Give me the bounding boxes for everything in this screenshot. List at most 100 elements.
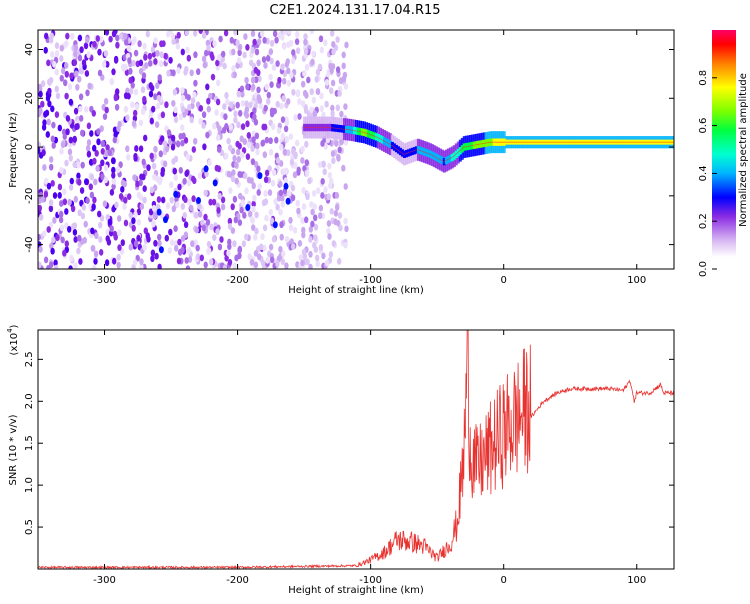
spectrogram-noise-cell xyxy=(103,176,109,184)
spectrogram-noise-cell xyxy=(268,73,273,81)
spectrogram-noise-cell xyxy=(212,234,217,242)
colorbar-tick-label: 0.0 xyxy=(698,261,709,277)
spectrogram-noise-cell xyxy=(308,263,313,269)
spectrogram-noise-cell xyxy=(86,122,92,130)
spectrogram-noise-cell xyxy=(271,235,277,243)
spectrogram-noise-cell xyxy=(54,68,59,76)
spectrogram-noise-cell xyxy=(130,101,135,109)
spectrogram-noise-cell xyxy=(48,205,54,213)
spectrogram-noise-cell xyxy=(145,30,150,38)
spectrogram-noise-cell xyxy=(240,90,245,98)
spectrogram-noise-cell xyxy=(268,48,274,55)
spectrogram-noise-cell xyxy=(158,60,164,68)
spectrogram-noise-cell xyxy=(46,182,52,190)
spectrogram-noise-cell xyxy=(295,199,300,207)
spectrogram-noise-cell xyxy=(111,166,116,174)
spectrogram-noise-cell xyxy=(142,185,147,193)
spectrogram-noise-cell xyxy=(89,191,95,199)
spectrogram-noise-cell xyxy=(282,43,287,50)
spectrogram-noise-cell xyxy=(284,119,290,126)
spectrogram-noise-cell xyxy=(333,210,339,217)
spectrogram-noise-cell xyxy=(305,169,310,177)
spectrogram-noise-cell xyxy=(102,113,108,120)
spectrogram-noise-cell xyxy=(75,83,80,91)
spectrogram-noise-cell xyxy=(303,47,309,55)
spectrogram-noise-cell xyxy=(226,249,231,257)
spectrogram-noise-cell xyxy=(116,166,121,174)
spectrogram-noise-cell xyxy=(233,110,238,118)
spectrogram-noise-cell xyxy=(180,94,186,102)
spectrogram-noise-cell xyxy=(244,112,250,119)
spectrogram-y-tick-label: 40 xyxy=(24,43,35,56)
spectrogram-noise-cell xyxy=(131,217,136,225)
spectrogram-noise-cell xyxy=(114,201,119,209)
spectrogram-noise-cell xyxy=(326,193,331,201)
spectrogram-noise-cell xyxy=(312,110,318,118)
spectrogram-noise-cell xyxy=(67,148,73,156)
spectrogram-noise-cell xyxy=(173,106,178,114)
spectrogram-noise-cell xyxy=(264,83,269,91)
spectrogram-noise-cell xyxy=(92,157,97,165)
spectrogram-noise-cell xyxy=(326,227,331,235)
spectrogram-noise-cell xyxy=(334,140,339,147)
spectrogram-x-tick-label: -300 xyxy=(93,275,116,286)
spectrogram-noise-cell xyxy=(113,57,119,64)
spectrogram-noise-cell xyxy=(152,212,158,220)
spectrogram-noise-cell xyxy=(93,258,98,265)
spectrogram-noise-cell xyxy=(238,109,243,117)
spectrogram-noise-cell xyxy=(42,119,47,126)
spectrogram-noise-cell xyxy=(245,120,250,128)
spectrogram-noise-cell xyxy=(344,225,349,233)
spectrogram-noise-cell xyxy=(68,136,74,144)
spectrogram-noise-cell xyxy=(209,223,214,231)
spectrogram-noise-cell xyxy=(269,39,275,47)
spectrogram-noise-cell xyxy=(133,49,139,57)
spectrogram-noise-cell xyxy=(160,135,165,143)
spectrogram-noise-cell xyxy=(128,87,134,95)
spectrogram-noise-cell xyxy=(130,82,135,89)
spectrogram-noise-cell xyxy=(78,93,84,101)
spectrogram-noise-cell xyxy=(176,31,181,39)
spectrogram-noise-cell xyxy=(318,204,324,212)
spectrogram-noise-cell xyxy=(146,164,151,172)
spectrogram-noise-cell xyxy=(72,59,78,66)
spectrogram-noise-cell xyxy=(253,261,259,269)
spectrogram-noise-cell xyxy=(245,83,250,91)
spectrogram-noise-cell xyxy=(115,88,120,96)
spectrogram-noise-cell xyxy=(300,259,305,267)
spectrogram-noise-cell xyxy=(203,213,208,221)
spectrogram-y-tick-label: 0 xyxy=(24,144,35,150)
spectrogram-noise-cell xyxy=(138,179,143,187)
spectrogram-noise-cell xyxy=(281,95,286,103)
spectrogram-noise-cell xyxy=(183,196,188,204)
spectrogram-noise-cell xyxy=(160,111,166,119)
spectrogram-noise-cell xyxy=(234,177,239,185)
spectrogram-noise-cell xyxy=(48,199,54,207)
spectrogram-noise-cell xyxy=(88,158,94,166)
spectrogram-noise-cell xyxy=(337,146,342,154)
spectrogram-noise-cell xyxy=(312,241,317,249)
spectrogram-noise-cell xyxy=(266,91,271,99)
spectrogram-noise-cell xyxy=(143,53,148,61)
spectrogram-noise-cell xyxy=(151,162,157,170)
spectrogram-noise-cell xyxy=(49,156,54,163)
spectrogram-noise-cell xyxy=(224,254,229,262)
spectrogram-noise-cell xyxy=(53,259,58,267)
spectrogram-noise-cell xyxy=(291,49,296,56)
spectrogram-noise-cell xyxy=(220,196,226,204)
spectrogram-noise-cell xyxy=(301,80,306,88)
spectrogram-noise-cell xyxy=(208,92,213,100)
spectrogram-noise-cell xyxy=(202,143,207,151)
spectrogram-noise-cell xyxy=(123,196,128,204)
spectrogram-noise-cell xyxy=(212,40,217,48)
spectrogram-noise-cell xyxy=(40,100,45,108)
spectrogram-noise-cell xyxy=(111,157,116,165)
spectrogram-noise-cell xyxy=(73,236,78,243)
spectrogram-noise-cell xyxy=(126,44,131,52)
spectrogram-noise-cell xyxy=(235,101,240,109)
spectrogram-noise-cell xyxy=(57,192,62,199)
spectrogram-noise-cell xyxy=(123,32,128,40)
spectrogram-noise-cell xyxy=(224,92,229,99)
spectrogram-noise-cell xyxy=(205,83,210,91)
spectrogram-noise-cell xyxy=(264,136,270,144)
